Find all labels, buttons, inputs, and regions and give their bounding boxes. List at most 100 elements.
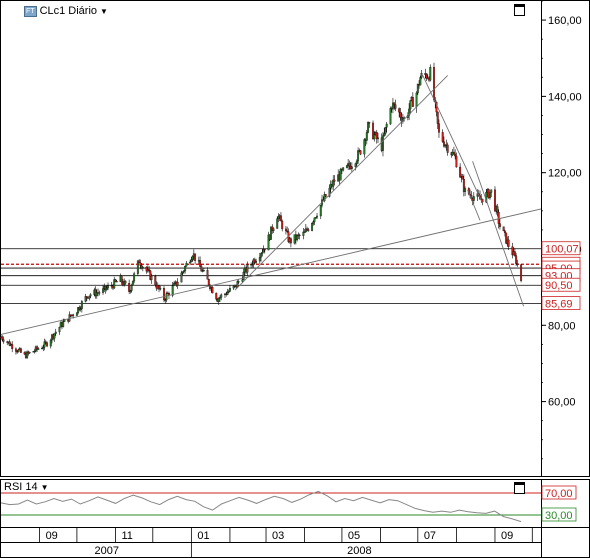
candle-body [507, 239, 510, 247]
candle-body [182, 270, 185, 273]
instrument-selector[interactable]: FT CLc1 Diário ▼ [24, 5, 108, 17]
candle-body [367, 122, 370, 133]
candle-body [520, 264, 523, 281]
candle-body [357, 150, 360, 162]
candle-body [43, 341, 46, 348]
candle-body [176, 282, 179, 286]
candle-body [128, 283, 131, 292]
maximize-icon[interactable] [514, 4, 525, 16]
rsi-selector[interactable]: RSI 14 ▼ [4, 481, 49, 493]
candle-body [102, 288, 104, 293]
candle-body [115, 281, 118, 283]
candle-body [241, 279, 244, 282]
candle-body [383, 133, 386, 136]
rsi-maximize-icon[interactable] [514, 482, 525, 494]
rsi-level-box [541, 485, 577, 500]
candle-body [26, 351, 29, 359]
candle-body [281, 220, 284, 230]
candle-body [505, 232, 508, 244]
year-label: 2007 [95, 545, 119, 557]
rsi-level-label: 30,00 [545, 510, 573, 522]
month-label: 05 [348, 530, 360, 542]
candle-body [258, 257, 261, 262]
candle-body [284, 228, 287, 232]
candle-body [516, 263, 519, 265]
candle-body [365, 132, 368, 141]
candle-body [163, 288, 165, 301]
candle-body [44, 341, 47, 343]
year-label: 2008 [347, 545, 371, 557]
axis-corner [541, 527, 590, 558]
candle-body [438, 123, 440, 133]
month-label: 07 [424, 530, 436, 542]
candle-body [88, 295, 91, 299]
candle-body [199, 260, 202, 267]
candle-body [312, 221, 315, 224]
candle-body [333, 179, 336, 182]
candle-body [497, 212, 500, 224]
chevron-down-icon[interactable]: ▼ [100, 6, 108, 16]
candle-body [77, 307, 80, 313]
price-tick-label: 80,00 [548, 320, 576, 332]
candle-body [323, 194, 326, 202]
month-label: 09 [501, 530, 513, 542]
candle-body [342, 167, 345, 171]
candle-body [89, 294, 92, 297]
candle-body [425, 74, 428, 79]
price-tick-label: 160,00 [548, 15, 582, 27]
level-label: 90,50 [545, 280, 573, 292]
candle-body [78, 307, 81, 310]
candle-body [419, 77, 422, 86]
candle-body [113, 279, 116, 289]
candle-body [246, 264, 249, 273]
candle-body [165, 293, 168, 301]
time-axis-ticks: 09 11 01 03 05 07 09 2007 2008 [39, 528, 533, 557]
rsi-level-label: 70,00 [545, 488, 573, 500]
candle-body [17, 349, 20, 353]
candle-body [107, 285, 109, 289]
candle-body [277, 216, 280, 219]
candle-body [8, 341, 11, 346]
candle-body [384, 127, 387, 134]
candle-body [302, 231, 305, 236]
candle-body [28, 351, 31, 354]
candle-body [158, 285, 160, 290]
candle-body [464, 188, 467, 192]
candle-body [220, 294, 223, 298]
candle-body [37, 348, 40, 350]
candle-body [314, 217, 317, 219]
price-tick-label: 60,00 [548, 397, 576, 409]
candle-body [261, 251, 264, 254]
candle-body [145, 266, 148, 272]
candle-body [391, 102, 394, 109]
candle-body [140, 265, 143, 269]
candle-body [393, 102, 396, 105]
rsi-panel [0, 479, 542, 528]
candle-body [33, 350, 36, 352]
candle-body [171, 285, 174, 296]
candle-body [276, 218, 279, 229]
candle-body [49, 339, 52, 347]
candle-body [411, 97, 414, 107]
candle-body [280, 215, 282, 222]
candle-body [209, 284, 211, 290]
candle-body [84, 296, 87, 302]
candle-body [348, 163, 351, 167]
candle-body [420, 73, 423, 78]
candle-body [98, 292, 101, 294]
price-tick-label: 140,00 [548, 91, 582, 103]
candle-body [494, 189, 496, 212]
candle-body [129, 290, 132, 292]
candle-body [355, 160, 358, 164]
level-label: 85,69 [545, 299, 573, 311]
candle-body [382, 135, 384, 151]
candle-body [242, 271, 245, 280]
candle-body [58, 326, 61, 333]
candle-body [191, 256, 194, 260]
candle-body [41, 348, 44, 350]
candle-body [416, 83, 419, 94]
chevron-down-icon[interactable]: ▼ [40, 482, 49, 492]
candle-body [130, 285, 133, 291]
trend-line [467, 189, 481, 221]
